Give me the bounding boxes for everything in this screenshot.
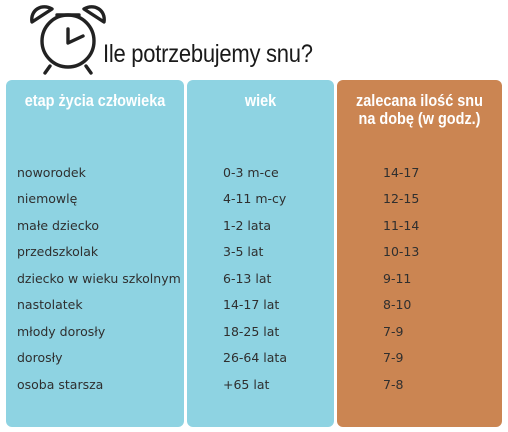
- age-cell: 14-17 lat: [223, 297, 280, 313]
- page-title: Ile potrzebujemy snu?: [103, 40, 313, 68]
- column-age: wiek 0-3 m-ce 4-11 m-cy 1-2 lata 3-5 lat 6-1…: [187, 80, 334, 427]
- life-stage-cell: niemowlę: [17, 191, 78, 207]
- age-cell: 3-5 lat: [223, 244, 264, 260]
- age-cell: 26-64 lata: [223, 350, 287, 366]
- age-cell: 1-2 lata: [223, 217, 272, 233]
- life-stage-cell: osoba starsza: [17, 376, 104, 392]
- sleep-hours-cell: 12-15: [383, 191, 420, 207]
- sleep-hours-cell: 10-13: [383, 244, 420, 260]
- life-stage-cell: nastolatek: [17, 297, 83, 313]
- life-stage-list: noworodek niemowlę małe dziecko przedszkola…: [6, 159, 184, 398]
- life-stage-cell: noworodek: [17, 164, 86, 180]
- sleep-hours-cell: 9-11: [383, 270, 412, 286]
- life-stage-cell: młody dorosły: [17, 323, 106, 339]
- age-cell: 0-3 m-ce: [223, 164, 279, 180]
- header-sleep-line2: na dobę (w godz.): [358, 109, 481, 128]
- alarm-clock-icon: [30, 5, 106, 75]
- sleep-hours-cell: 14-17: [383, 164, 420, 180]
- age-cell: 6-13 lat: [223, 270, 272, 286]
- sleep-hours-cell: 8-10: [383, 297, 412, 313]
- life-stage-cell: dorosły: [17, 350, 63, 366]
- header-life-stage: etap życia człowieka: [24, 91, 166, 110]
- age-cell: 4-11 m-cy: [223, 191, 287, 207]
- header-age: wiek: [244, 91, 277, 110]
- sleep-hours-cell: 11-14: [383, 217, 420, 233]
- sleep-hours-cell: 7-9: [383, 323, 404, 339]
- header-recommended-sleep: zalecana ilość snu na dobę (w godz.): [349, 92, 489, 128]
- column-life-stage: etap życia człowieka noworodek niemowlę ma…: [6, 80, 184, 427]
- age-cell: +65 lat: [223, 376, 270, 392]
- age-list: 0-3 m-ce 4-11 m-cy 1-2 lata 3-5 lat 6-13 lat…: [187, 159, 334, 398]
- header-sleep-line1: zalecana ilość snu: [356, 91, 483, 110]
- column-recommended-sleep: zalecana ilość snu na dobę (w godz.) 14-…: [337, 80, 502, 427]
- life-stage-cell: przedszkolak: [17, 244, 99, 260]
- life-stage-cell: dziecko w wieku szkolnym: [17, 270, 181, 286]
- sleep-hours-cell: 7-8: [383, 376, 404, 392]
- sleep-hours-list: 14-17 12-15 11-14 10-13 9-11 8-10 7-9 7-9 7-8: [337, 159, 502, 398]
- life-stage-cell: małe dziecko: [17, 217, 100, 233]
- age-cell: 18-25 lat: [223, 323, 280, 339]
- sleep-hours-cell: 7-9: [383, 350, 404, 366]
